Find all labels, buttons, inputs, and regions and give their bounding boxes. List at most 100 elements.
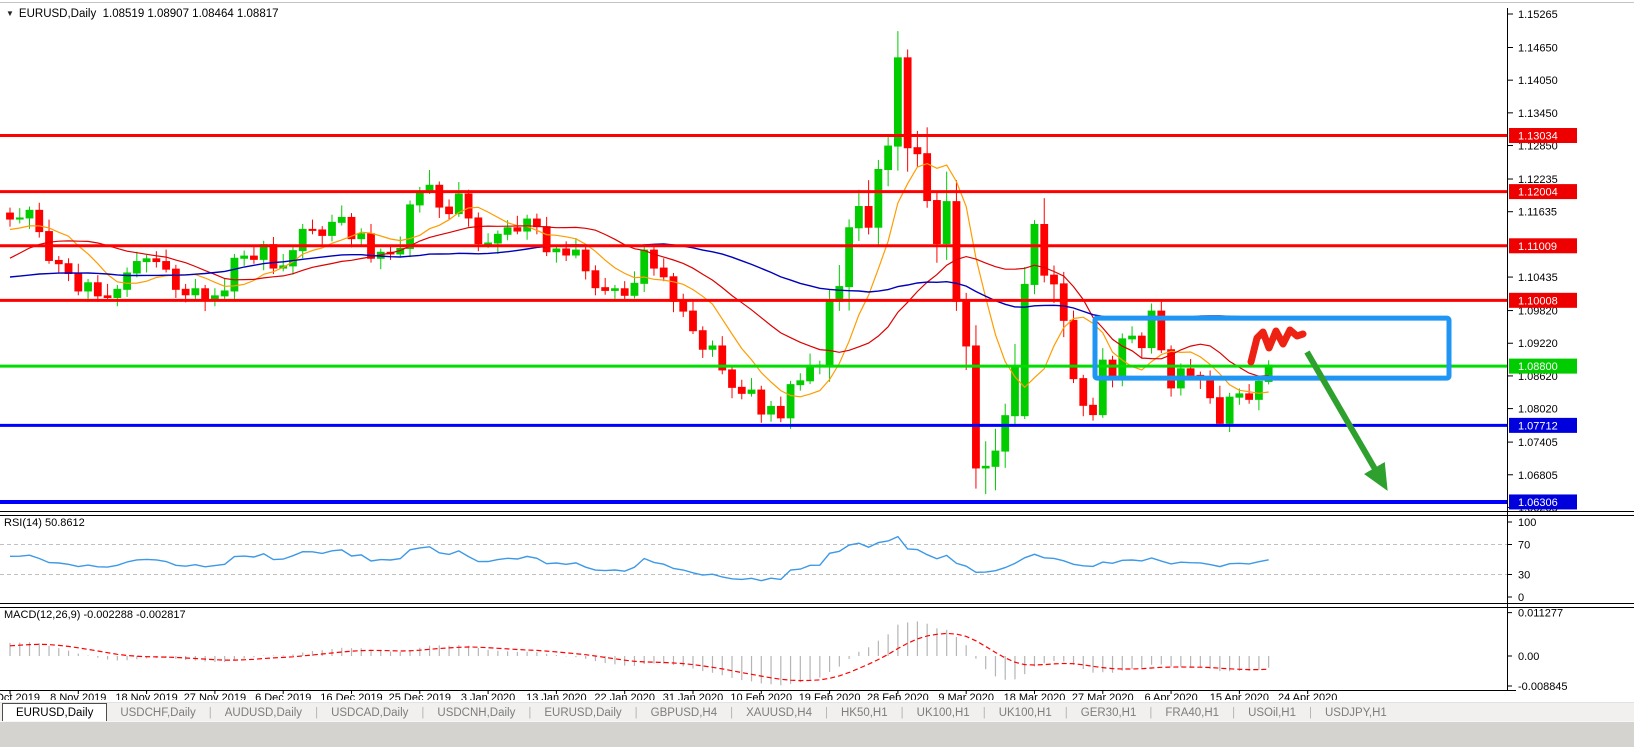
- candle-bull: [415, 191, 424, 206]
- date-axis-label: 16 Dec 2019: [320, 692, 382, 700]
- price-level-badge-label: 1.12004: [1518, 187, 1558, 199]
- moving-average-45: [9, 243, 1269, 320]
- rsi-axis-label: 100: [1518, 517, 1536, 529]
- tab-audusd-daily[interactable]: AUDUSD,Daily: [224, 706, 303, 719]
- candle-bear: [972, 345, 980, 469]
- candle-bear: [698, 330, 707, 350]
- candle-bull: [240, 255, 249, 259]
- candle-bear: [347, 216, 356, 240]
- window-top-divider: [0, 2, 1634, 3]
- tab-uk100-h1[interactable]: UK100,H1: [916, 706, 970, 719]
- tab-gbpusd-h4[interactable]: GBPUSD,H4: [650, 706, 718, 719]
- candle-bull: [406, 204, 414, 249]
- candle-bull: [884, 145, 893, 170]
- candle-bull: [328, 221, 336, 236]
- tab-usdjpy-h1[interactable]: USDJPY,H1: [1325, 706, 1387, 719]
- symbol-dropdown-icon[interactable]: ▼: [6, 9, 14, 18]
- date-axis-label: 3 Jan 2020: [461, 692, 515, 700]
- candle-bear: [1137, 335, 1146, 349]
- candle-bear: [581, 249, 590, 272]
- candle-bear: [445, 206, 453, 215]
- price-level-badge-label: 1.11009: [1518, 241, 1557, 253]
- candle-bull: [942, 201, 951, 245]
- candle-bull: [893, 57, 902, 147]
- candle-bull: [503, 227, 512, 235]
- tab-usoil-h1[interactable]: USOil,H1: [1248, 706, 1296, 719]
- candle-bull: [1030, 224, 1039, 285]
- tab-usdcnh-daily[interactable]: USDCNH,Daily: [437, 706, 516, 719]
- rsi-axis-label: 70: [1518, 540, 1530, 552]
- candle-bear: [513, 227, 522, 232]
- candle-bull: [1001, 415, 1010, 452]
- tab-separator: |: [982, 706, 986, 719]
- candle-bear: [269, 244, 278, 269]
- candle-bull: [1254, 380, 1263, 400]
- candle-bear: [962, 300, 971, 347]
- candle-bull: [572, 249, 580, 256]
- candle-bull: [523, 218, 532, 232]
- date-axis-label: 18 Mar 2020: [1004, 692, 1066, 700]
- candle-bear: [474, 217, 483, 245]
- candle-bear: [864, 206, 873, 228]
- candle-bear: [1167, 349, 1175, 389]
- date-axis-label: 19 Feb 2020: [799, 692, 861, 700]
- price-axis-label: 1.12850: [1518, 141, 1558, 153]
- tab-usdchf-daily[interactable]: USDCHF,Daily: [120, 706, 196, 719]
- date-axis-label: 31 Jan 2020: [663, 692, 724, 700]
- tab-xauusd-h4[interactable]: XAUUSD,H4: [746, 706, 812, 719]
- tab-usdcad-daily[interactable]: USDCAD,Daily: [331, 706, 409, 719]
- candle-bull: [708, 345, 717, 350]
- candle-bull: [493, 233, 502, 244]
- candle-bear: [650, 249, 658, 269]
- candle-bear: [757, 389, 766, 415]
- macd-indicator-label: MACD(12,26,9) -0.002288 -0.002817: [4, 609, 186, 621]
- candle-bear: [64, 263, 73, 275]
- price-axis-label: 1.11635: [1518, 207, 1557, 219]
- price-level-badge: [1509, 494, 1577, 510]
- tab-eurusd-daily[interactable]: EURUSD,Daily: [2, 703, 108, 722]
- date-axis-label: 22 Jan 2020: [594, 692, 655, 700]
- candle-bear: [913, 147, 922, 155]
- tab-ger30-h1[interactable]: GER30,H1: [1080, 706, 1137, 719]
- candle-bull: [1235, 393, 1244, 398]
- candle-bear: [620, 288, 629, 296]
- projected-path-zigzag-annotation[interactable]: [1247, 326, 1307, 366]
- candle-bull: [230, 257, 239, 292]
- candle-bear: [903, 57, 912, 149]
- candle-bull: [113, 288, 122, 298]
- candle-bear: [562, 248, 571, 256]
- price-axis-label: 1.15265: [1518, 9, 1558, 21]
- macd-axis-label: 0.011277: [1518, 608, 1563, 620]
- rsi-indicator-label: RSI(14) 50.8612: [4, 517, 85, 529]
- rsi-axis-label: 0: [1518, 592, 1524, 604]
- bearish-arrow-annotation[interactable]: [1304, 350, 1388, 491]
- chart-symbol-label: EURUSD,Daily: [18, 8, 97, 20]
- date-axis-label: 27 Nov 2019: [184, 692, 246, 700]
- candle-bull: [796, 380, 805, 386]
- tab-uk100-h1[interactable]: UK100,H1: [998, 706, 1052, 719]
- candle-bull: [298, 228, 307, 252]
- chart-canvas[interactable]: 1.15265 1.14650 1.14050 1.13450 1.12850 1.122…: [0, 0, 1634, 700]
- price-axis-label: 1.14650: [1518, 42, 1558, 54]
- tab-fra40-h1[interactable]: FRA40,H1: [1165, 706, 1220, 719]
- tab-eurusd-daily[interactable]: EURUSD,Daily: [544, 706, 622, 719]
- candle-bull: [357, 233, 366, 240]
- date-axis-label: 30 Oct 2019: [0, 692, 40, 700]
- candle-bull: [981, 465, 990, 469]
- candle-bull: [825, 300, 834, 366]
- price-level-badge-label: 1.08800: [1518, 361, 1558, 373]
- candle-bear: [952, 201, 961, 302]
- date-axis-label: 8 Nov 2019: [50, 692, 106, 700]
- candle-bear: [689, 310, 697, 332]
- candle-bull: [1098, 359, 1107, 416]
- candle-bear: [1059, 283, 1068, 321]
- price-axis-label: 1.10435: [1518, 272, 1558, 284]
- candle-bull: [484, 242, 492, 245]
- consolidation-box-annotation[interactable]: [1092, 315, 1452, 381]
- date-axis-label: 27 Mar 2020: [1072, 692, 1134, 700]
- tab-hk50-h1[interactable]: HK50,H1: [840, 706, 888, 719]
- candle-bull: [640, 249, 649, 284]
- candle-bear: [1079, 378, 1088, 406]
- price-level-badge: [1509, 358, 1577, 374]
